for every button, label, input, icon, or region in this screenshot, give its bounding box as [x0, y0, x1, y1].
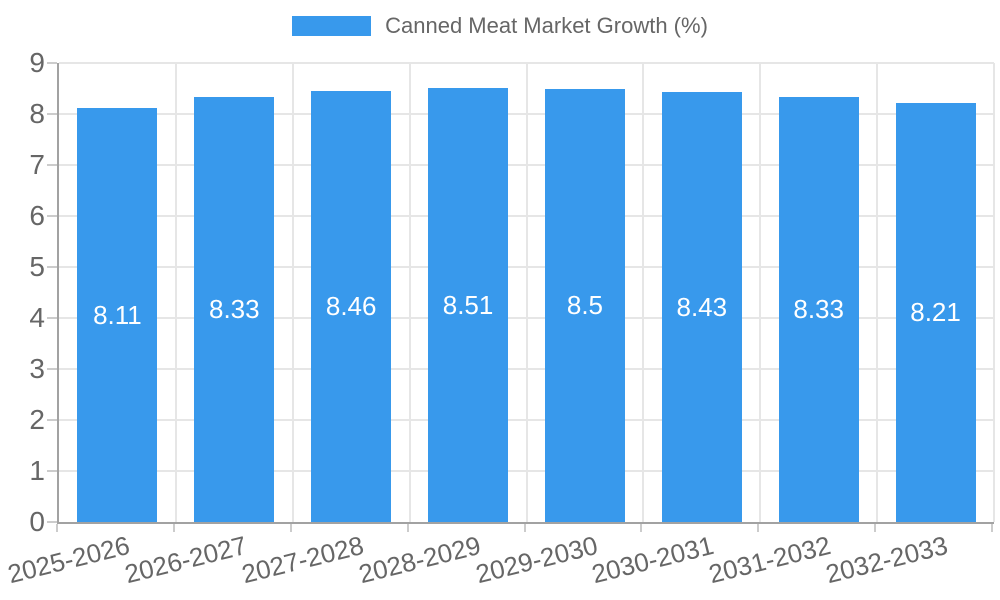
- y-tick-mark: [47, 470, 57, 472]
- x-category-label: 2030-2031: [589, 530, 718, 590]
- v-gridline: [993, 63, 995, 522]
- v-gridline: [759, 63, 762, 522]
- bar-value-label: 8.5: [566, 289, 604, 320]
- y-tick-mark: [47, 215, 57, 217]
- y-tick-mark: [47, 164, 57, 166]
- bar: 8.5: [544, 88, 625, 522]
- y-tick-mark: [47, 521, 57, 523]
- bar: 8.46: [311, 90, 392, 522]
- y-tick-label: 3: [29, 353, 45, 384]
- x-tick-mark: [757, 524, 760, 532]
- y-tick-mark: [47, 62, 57, 64]
- bar-value-label: 8.21: [910, 297, 961, 328]
- v-gridline: [408, 63, 411, 522]
- v-gridline: [291, 63, 294, 522]
- y-tick-label: 1: [29, 455, 45, 486]
- x-axis-labels: 2025-2026 2026-2027 2027-2028 2028-2029 2029…: [5, 524, 992, 600]
- legend-swatch-icon: [292, 16, 372, 36]
- y-tick-label: 8: [29, 98, 45, 129]
- bar-value-label: 8.51: [442, 289, 494, 320]
- x-category-label: 2028-2029: [355, 530, 484, 590]
- x-category-label: 2031-2032: [706, 530, 834, 590]
- y-tick-label: 5: [29, 251, 45, 282]
- bar: 8.33: [194, 97, 275, 522]
- y-tick-mark: [47, 368, 57, 370]
- legend-item[interactable]: Canned Meat Market Growth (%): [292, 13, 708, 39]
- y-tick-label: 4: [29, 302, 45, 333]
- bar-value-label: 8.11: [93, 299, 142, 330]
- y-tick-label: 6: [29, 200, 45, 231]
- x-tick-mark: [640, 524, 643, 532]
- x-tick-mark: [172, 524, 175, 532]
- bar-value-label: 8.46: [325, 290, 377, 321]
- x-category-label: 2029-2030: [472, 530, 601, 590]
- y-tick-label: 0: [29, 506, 45, 537]
- chart-legend: Canned Meat Market Growth (%): [0, 13, 1000, 39]
- y-tick-label: 2: [29, 404, 45, 435]
- y-tick-mark: [47, 317, 57, 319]
- x-category-label: 2032-2033: [822, 530, 951, 590]
- x-tick-mark: [289, 524, 292, 532]
- x-tick-mark: [406, 524, 409, 532]
- bar-value-label: 8.33: [209, 294, 260, 325]
- legend-label: Canned Meat Market Growth (%): [385, 13, 708, 38]
- x-tick-mark: [56, 524, 58, 532]
- y-tick-mark: [47, 419, 57, 421]
- y-tick-label: 7: [29, 149, 45, 180]
- bar: 8.51: [428, 88, 509, 522]
- bar: 8.11: [77, 108, 158, 522]
- x-tick-mark: [991, 524, 993, 532]
- y-tick-mark: [47, 113, 57, 115]
- y-tick-label: 9: [29, 47, 45, 78]
- x-category-label: 2026-2027: [121, 530, 250, 590]
- v-gridline: [642, 63, 645, 522]
- v-gridline: [174, 63, 177, 522]
- x-category-label: 2025-2026: [4, 530, 133, 590]
- v-gridline: [525, 63, 528, 522]
- bar: 8.21: [895, 103, 976, 522]
- plot-area: 8.11 8.33 8.46 8.51 8.5 8.43 8.33 8.21: [57, 62, 995, 524]
- bar: 8.43: [661, 92, 742, 522]
- v-gridline: [876, 63, 879, 522]
- x-category-label: 2027-2028: [238, 530, 367, 590]
- bar-value-label: 8.43: [676, 291, 728, 322]
- x-tick-mark: [874, 524, 877, 532]
- y-tick-mark: [47, 266, 57, 268]
- bar: 8.33: [778, 97, 859, 522]
- x-tick-mark: [523, 524, 526, 532]
- bar-value-label: 8.33: [793, 294, 844, 325]
